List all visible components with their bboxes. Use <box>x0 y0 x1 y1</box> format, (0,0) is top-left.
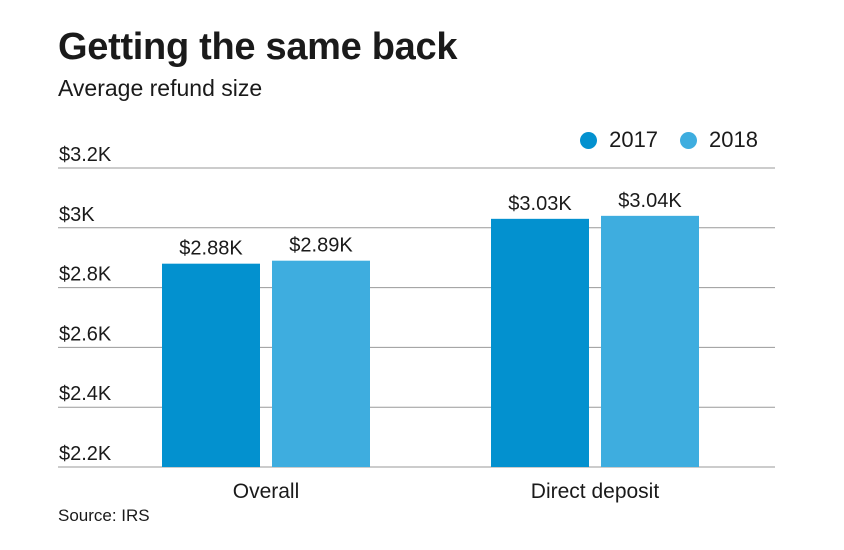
legend-swatch-2017 <box>580 131 598 149</box>
y-tick-label: $3.2K <box>59 144 112 166</box>
y-tick-label: $2.8K <box>59 264 112 286</box>
y-tick-label: $2.2K <box>59 443 112 465</box>
legend-label-2017: 2017 <box>609 127 659 152</box>
y-tick-label: $3K <box>59 204 95 226</box>
bar-2018-overall <box>272 260 370 467</box>
x-category-label: Direct deposit <box>531 480 660 503</box>
bar-data-label: $2.89K <box>289 235 353 257</box>
legend-swatch-2018 <box>680 131 698 149</box>
bar-data-label: $3.03K <box>508 193 572 215</box>
bar-2018-direct-deposit <box>601 215 699 467</box>
bar-2017-direct-deposit <box>491 218 589 467</box>
legend-label-2018: 2018 <box>709 127 758 152</box>
chart-subtitle: Average refund size <box>58 75 263 101</box>
source-note: Source: IRS <box>58 506 150 525</box>
legend-item-2018: 2018 <box>680 127 758 153</box>
bar-data-label: $2.88K <box>179 238 243 260</box>
legend: 2017 2018 <box>580 127 758 153</box>
y-tick-label: $2.6K <box>59 323 112 345</box>
bar-data-label: $3.04K <box>618 190 682 212</box>
x-category-label: Overall <box>233 480 300 503</box>
bar-2017-overall <box>162 263 260 467</box>
y-tick-label: $2.4K <box>59 383 112 405</box>
legend-item-2017: 2017 <box>580 127 658 153</box>
chart-title: Getting the same back <box>58 26 458 68</box>
